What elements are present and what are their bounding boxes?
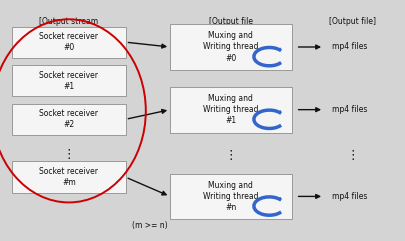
Text: Muxing and
Writing thread
#n: Muxing and Writing thread #n [203,181,259,212]
Text: mp4 files: mp4 files [332,105,367,114]
Text: Socket receiver
#m: Socket receiver #m [39,167,98,187]
FancyBboxPatch shape [12,161,126,193]
Text: ⋮: ⋮ [225,149,237,162]
Text: ⋮: ⋮ [63,148,75,161]
Text: Socket receiver
#2: Socket receiver #2 [39,109,98,129]
FancyBboxPatch shape [170,24,292,70]
Text: Muxing and
Writing thread
#0: Muxing and Writing thread #0 [203,31,259,63]
Text: Muxing and
Writing thread
#1: Muxing and Writing thread #1 [203,94,259,125]
Text: mp4 files: mp4 files [332,42,367,52]
Text: mp4 files: mp4 files [332,192,367,201]
FancyBboxPatch shape [12,65,126,96]
FancyBboxPatch shape [12,104,126,135]
FancyBboxPatch shape [170,87,292,133]
FancyBboxPatch shape [170,174,292,219]
FancyBboxPatch shape [12,27,126,58]
Text: (m >= n): (m >= n) [132,221,168,230]
Text: [Output stream
receiver]: [Output stream receiver] [39,17,98,37]
Text: [Output file
writer]: [Output file writer] [209,17,253,37]
Text: Socket receiver
#0: Socket receiver #0 [39,32,98,52]
Text: [Output file]: [Output file] [329,17,376,26]
Text: Socket receiver
#1: Socket receiver #1 [39,71,98,91]
Text: ⋮: ⋮ [346,149,358,162]
